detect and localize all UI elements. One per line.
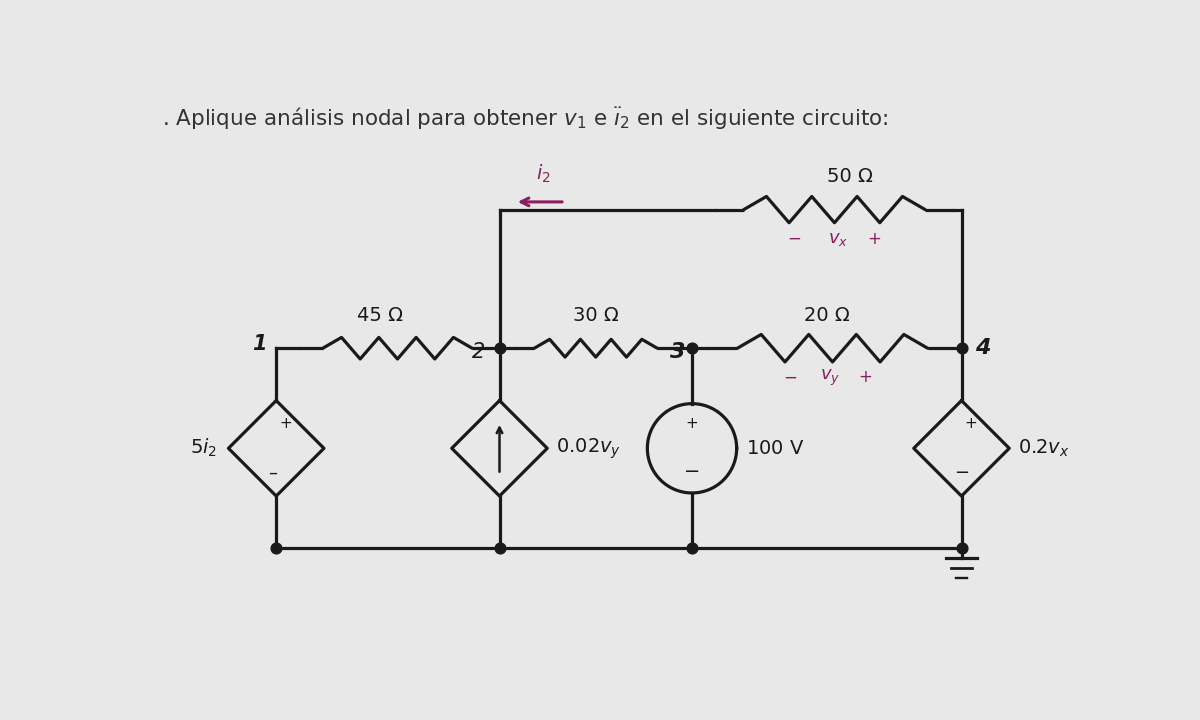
- Text: $v_y$: $v_y$: [821, 367, 841, 387]
- Text: −: −: [684, 462, 700, 481]
- Text: 30 Ω: 30 Ω: [572, 306, 619, 325]
- Point: [683, 343, 702, 354]
- Text: $0.02v_y$: $0.02v_y$: [557, 436, 622, 461]
- Text: +: +: [858, 369, 872, 387]
- Text: +: +: [965, 416, 977, 431]
- Text: –: –: [268, 464, 277, 482]
- Text: 50 Ω: 50 Ω: [827, 168, 872, 186]
- Text: 2: 2: [473, 342, 486, 362]
- Text: 1: 1: [252, 333, 266, 354]
- Text: $5i_2$: $5i_2$: [190, 437, 217, 459]
- Point: [266, 543, 286, 554]
- Text: 4: 4: [976, 338, 991, 358]
- Text: 20 Ω: 20 Ω: [804, 306, 850, 325]
- Text: −: −: [954, 464, 970, 482]
- Text: $v_x$: $v_x$: [828, 230, 848, 248]
- Text: +: +: [280, 416, 292, 431]
- Text: $0.2v_x$: $0.2v_x$: [1019, 438, 1070, 459]
- Text: +: +: [868, 230, 882, 248]
- Text: $i_2$: $i_2$: [536, 163, 551, 185]
- Text: . Aplique análisis nodal para obtener $v_1$ e $\ddot{\imath}_2$ en el siguiente : . Aplique análisis nodal para obtener $v…: [162, 106, 889, 132]
- Text: −: −: [787, 230, 802, 248]
- Point: [490, 343, 509, 354]
- Point: [952, 343, 971, 354]
- Text: −: −: [782, 369, 797, 387]
- Point: [683, 543, 702, 554]
- Point: [952, 543, 971, 554]
- Text: 3: 3: [671, 342, 686, 362]
- Text: $100\ \mathrm{V}$: $100\ \mathrm{V}$: [746, 438, 805, 458]
- Text: 45 Ω: 45 Ω: [358, 306, 403, 325]
- Point: [490, 543, 509, 554]
- Text: +: +: [685, 416, 698, 431]
